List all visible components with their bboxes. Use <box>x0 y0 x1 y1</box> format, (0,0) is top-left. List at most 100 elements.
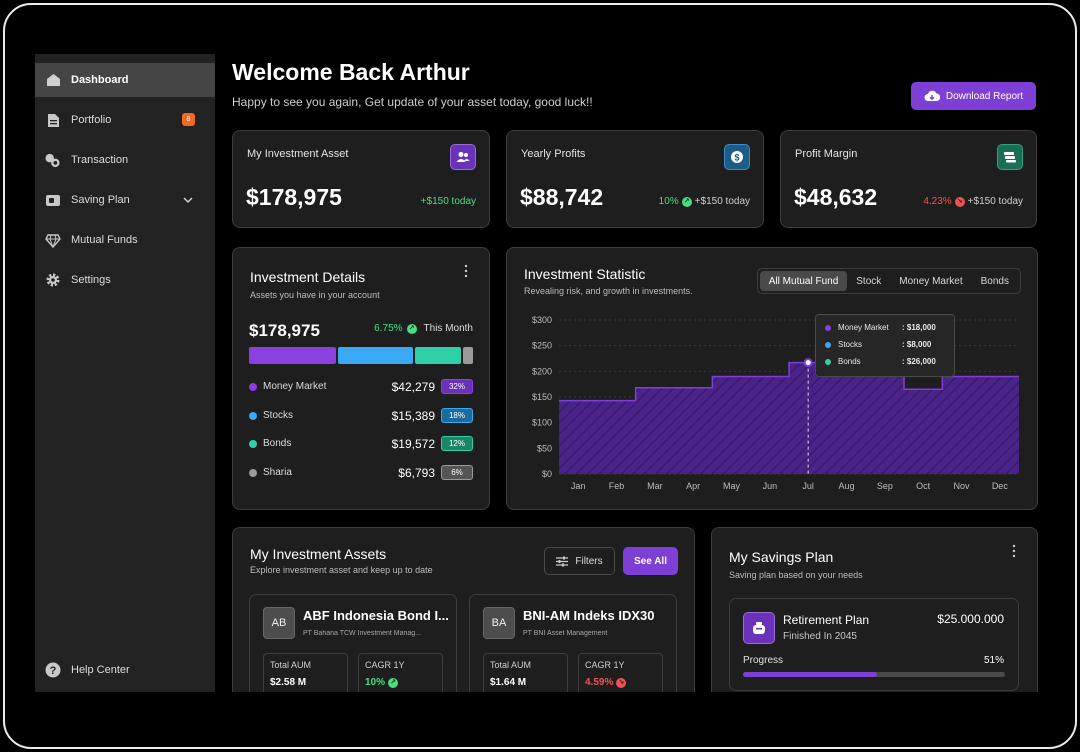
allocation-segment <box>338 347 413 364</box>
y-tick-label: $250 <box>532 341 552 351</box>
x-tick-label: Dec <box>992 481 1009 491</box>
plan-subtitle: Finished In 2045 <box>783 631 857 642</box>
sidebar-item-label: Dashboard <box>71 74 129 86</box>
chevron-down-icon[interactable] <box>181 193 195 207</box>
tab-money-market[interactable]: Money Market <box>899 275 963 287</box>
retirement-plan-item[interactable]: Retirement Plan Finished In 2045 $25.000… <box>729 598 1019 691</box>
investment-assets-card: My Investment Assets Explore investment … <box>232 527 695 692</box>
x-tick-label: Oct <box>916 481 931 491</box>
plan-name: Retirement Plan <box>783 613 870 627</box>
arrow-up-icon: ↗ <box>681 196 692 207</box>
filters-button[interactable]: Filters <box>544 547 615 575</box>
card-title: My Investment Assets <box>250 546 387 562</box>
svg-text:$: $ <box>734 152 739 162</box>
device-frame: Dashboard Portfolio 8 Transaction Saving… <box>3 3 1077 749</box>
portfolio-badge: 8 <box>182 113 195 126</box>
help-center-label: Help Center <box>71 664 130 676</box>
asset-cagr: CAGR 1Y 10% ↗ <box>358 653 443 692</box>
see-all-button[interactable]: See All <box>623 547 678 575</box>
allocation-segment <box>415 347 461 364</box>
x-tick-label: Jun <box>763 481 778 491</box>
investment-row: Bonds $19,572 12% <box>249 436 473 452</box>
details-period: This Month <box>423 323 473 334</box>
progress-fill <box>743 672 877 677</box>
asset-cagr: CAGR 1Y 4.59% ↘ <box>578 653 663 692</box>
investment-label: Bonds <box>263 438 292 449</box>
help-icon: ? <box>45 662 61 678</box>
sidebar-item-saving-plan[interactable]: Saving Plan <box>35 183 215 217</box>
piggy-bank-icon <box>743 612 775 644</box>
coins-icon <box>45 152 61 168</box>
page-subtitle: Happy to see you again, Get update of yo… <box>232 95 593 109</box>
cash-stack-icon <box>997 144 1023 170</box>
metric-label: Total AUM <box>490 660 532 670</box>
tooltip-label: Stocks <box>838 340 863 349</box>
asset-aum: Total AUM $1.64 M <box>483 653 568 692</box>
stat-title: My Investment Asset <box>247 148 349 160</box>
x-tick-label: Nov <box>953 481 970 491</box>
legend-dot <box>249 383 257 391</box>
legend-dot <box>825 342 831 348</box>
metric-value: 10% ↗ <box>365 677 399 688</box>
metric-label: CAGR 1Y <box>365 660 405 670</box>
download-report-button[interactable]: Download Report <box>911 82 1036 110</box>
card-subtitle: Explore investment asset and keep up to … <box>250 565 433 575</box>
tab-stock[interactable]: Stock <box>856 275 882 287</box>
allocation-bar <box>249 347 473 364</box>
sidebar-item-label: Portfolio <box>71 114 112 126</box>
users-icon <box>450 144 476 170</box>
sidebar-item-portfolio[interactable]: Portfolio 8 <box>35 103 215 137</box>
legend-dot <box>825 325 831 331</box>
stat-value: $88,742 <box>520 184 604 210</box>
investment-area-chart[interactable]: $0 $50 $100 $150 $200 $250 $300 Jan Feb Mar Apr May… <box>507 248 1039 511</box>
asset-logo: BA <box>483 607 515 639</box>
metric-value: $1.64 M <box>490 677 526 688</box>
cagr-value: 10% <box>365 677 386 688</box>
document-icon <box>45 112 61 128</box>
investment-label: Money Market <box>263 381 327 392</box>
plan-amount: $25.000.000 <box>937 612 1004 626</box>
x-tick-label: Jul <box>802 481 814 491</box>
sidebar-item-transaction[interactable]: Transaction <box>35 143 215 177</box>
dollar-coin-icon: $ <box>724 144 750 170</box>
sidebar-item-dashboard[interactable]: Dashboard <box>35 63 215 97</box>
investment-statistic-card: Investment Statistic Revealing risk, and… <box>506 247 1038 510</box>
allocation-segment <box>249 347 336 364</box>
arrow-up-icon: ↗ <box>406 323 417 334</box>
sidebar-item-settings[interactable]: Settings <box>35 263 215 297</box>
asset-card[interactable]: BA BNI-AM Indeks IDX30 PT BNI Asset Mana… <box>469 594 677 692</box>
aum-value: $1.64 M <box>490 677 527 688</box>
sliders-icon <box>556 556 569 566</box>
metric-label: Total AUM <box>270 660 312 670</box>
tooltip-value: : $8,000 <box>902 340 932 349</box>
chart-tooltip: Money Market : $18,000 Stocks : $8,000 B… <box>815 314 955 377</box>
metric-value: $2.58 M <box>270 677 306 688</box>
arrow-down-icon: ↘ <box>616 677 627 688</box>
more-options-icon[interactable] <box>464 264 468 278</box>
arrow-down-icon: ↘ <box>954 196 965 207</box>
card-subtitle: Assets you have in your account <box>250 290 380 300</box>
asset-card[interactable]: AB ABF Indonesia Bond I... PT Bahana TCW… <box>249 594 457 692</box>
investment-label: Sharia <box>263 466 292 478</box>
progress-label: Progress <box>743 655 784 666</box>
tab-bonds[interactable]: Bonds <box>980 275 1009 287</box>
stat-change-amount: +$150 today <box>694 196 750 207</box>
progress-value: 51% <box>983 655 1004 666</box>
sidebar-item-label: Saving Plan <box>71 194 130 206</box>
x-tick-label: Aug <box>838 481 854 491</box>
stat-card-profit-margin: Profit Margin $48,632 4.23% ↘ +$150 toda… <box>780 130 1037 228</box>
details-percent: 6.75% <box>374 323 403 334</box>
allocation-segment <box>463 347 473 364</box>
stat-change: +$150 today <box>421 196 476 207</box>
sidebar: Dashboard Portfolio 8 Transaction Saving… <box>35 54 215 692</box>
help-center-link[interactable]: ? Help Center <box>35 653 215 687</box>
investment-row: Stocks $15,389 18% <box>249 407 473 424</box>
more-options-icon[interactable] <box>1012 544 1016 558</box>
card-subtitle: Saving plan based on your needs <box>729 570 863 580</box>
stat-title: Profit Margin <box>795 148 858 160</box>
sidebar-item-mutual-funds[interactable]: Mutual Funds <box>35 223 215 257</box>
tooltip-value: : $18,000 <box>902 323 936 332</box>
percent-badge: 32% <box>441 379 473 394</box>
tab-all-mutual-fund[interactable]: All Mutual Fund <box>759 271 848 291</box>
legend-dot <box>249 468 257 477</box>
